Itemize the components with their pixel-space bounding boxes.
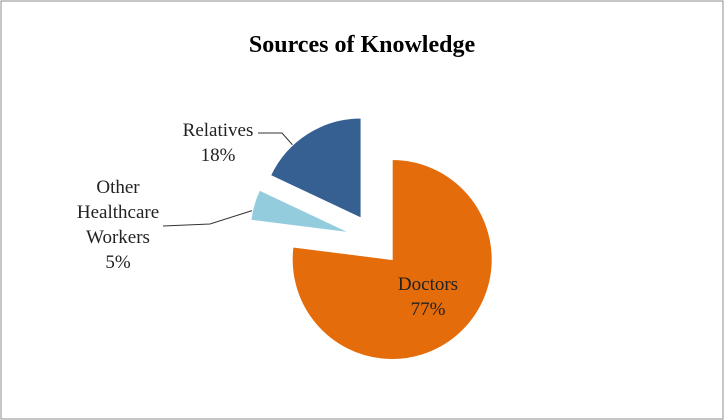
- category-label: Doctors: [397, 274, 459, 295]
- value-label: 77%: [410, 299, 446, 320]
- value-label: 18%: [200, 145, 236, 166]
- slice-label: Relatives 18%: [158, 118, 278, 168]
- chart-title: Sources of Knowledge: [248, 32, 476, 58]
- pie-slice: [269, 117, 362, 219]
- pie-slice: [250, 189, 351, 234]
- category-label: Relatives: [182, 120, 254, 141]
- slice-label: Other Healthcare Workers 5%: [68, 175, 168, 275]
- slice-label: Doctors 77%: [368, 272, 488, 322]
- pie-slice: [291, 159, 493, 360]
- value-label: 5%: [105, 252, 131, 273]
- leader-line: [162, 209, 255, 227]
- category-label: Other Healthcare Workers: [76, 177, 160, 248]
